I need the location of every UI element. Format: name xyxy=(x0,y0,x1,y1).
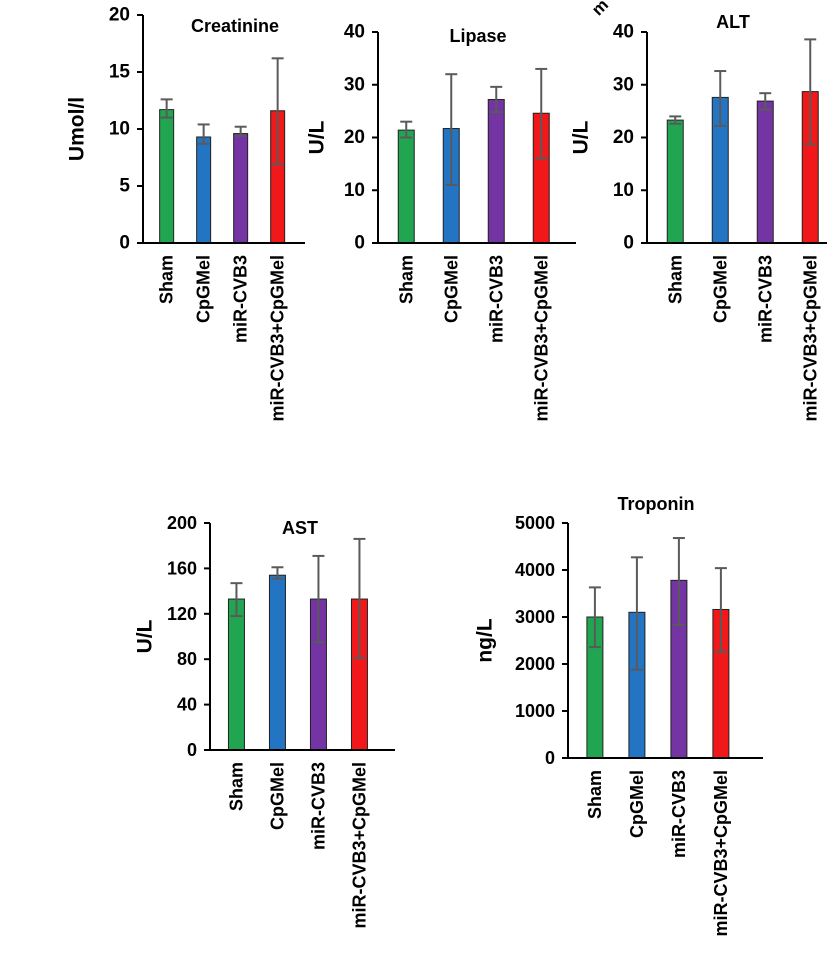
chart-creatinine-ytick-label: 15 xyxy=(109,62,131,83)
chart-alt-ytick-label: 30 xyxy=(613,74,634,95)
chart-troponin-category-label: miR-CVB3+CpGMel xyxy=(711,770,731,937)
chart-alt-ytick-label: 40 xyxy=(613,22,634,43)
chart-alt-category-label: miR-CVB3+CpGMel xyxy=(800,255,820,422)
chart-ast-category-label: Sham xyxy=(226,762,246,811)
chart-ast-category-label: CpGMel xyxy=(267,762,287,830)
chart-alt-bar xyxy=(756,100,774,244)
chart-lipase-bar xyxy=(397,129,415,244)
chart-lipase-ytick-label: 40 xyxy=(344,22,365,43)
chart-troponin-ytick-label: 2000 xyxy=(515,654,555,674)
chart-troponin-ytick-label: 0 xyxy=(545,748,555,768)
chart-ast-ytick-label: 160 xyxy=(167,558,197,578)
chart-creatinine-ytick-label: 20 xyxy=(109,5,130,26)
chart-troponin-panel: Troponin ng/L Sham CpGMel miR-CVB3 miR-CVB3+C… xyxy=(474,494,763,937)
chart-ast-ytick-label: 80 xyxy=(177,649,197,669)
chart-creatinine-category-label: Sham xyxy=(157,255,177,304)
chart-troponin-title: Troponin xyxy=(618,494,695,514)
chart-ast-category-label: miR-CVB3+CpGMel xyxy=(349,762,369,929)
chart-lipase-ytick-label: 0 xyxy=(354,233,365,254)
chart-creatinine-bar xyxy=(159,109,175,244)
chart-lipase-bar xyxy=(487,99,505,244)
chart-ast-ytick-label: 120 xyxy=(167,604,197,624)
chart-creatinine-ytick-label: 10 xyxy=(109,119,130,140)
chart-creatinine-bar xyxy=(233,133,249,244)
chart-creatinine-category-label: CpGMel xyxy=(194,255,214,323)
chart-lipase-category-label: CpGMel xyxy=(441,255,461,323)
chart-troponin-ylabel: ng/L xyxy=(474,618,497,662)
chart-troponin-ytick-label: 4000 xyxy=(515,560,555,580)
chart-lipase-ytick-label: 30 xyxy=(344,74,365,95)
chart-ast-panel: AST U/L Sham CpGMel miR-CVB3 miR-CVB3+CpGMel 0… xyxy=(134,513,395,929)
chart-ast-title: AST xyxy=(282,518,318,538)
chart-ast-category-label: miR-CVB3 xyxy=(308,762,328,850)
chart-ast-bar xyxy=(268,574,286,751)
cropped-label-fragment: m xyxy=(588,0,612,19)
chart-lipase-ytick-label: 20 xyxy=(344,127,365,148)
chart-creatinine-bar xyxy=(196,136,212,244)
chart-troponin-category-label: miR-CVB3 xyxy=(669,770,689,858)
chart-lipase-category-label: miR-CVB3 xyxy=(486,255,506,343)
chart-troponin-category-label: Sham xyxy=(585,770,605,819)
chart-alt-category-label: CpGMel xyxy=(710,255,730,323)
chart-alt-bar xyxy=(666,119,684,244)
chart-troponin-ytick-label: 1000 xyxy=(515,701,555,721)
chart-lipase-category-label: miR-CVB3+CpGMel xyxy=(531,255,551,422)
chart-creatinine-category-label: miR-CVB3+CpGMel xyxy=(268,255,288,422)
chart-alt-category-label: miR-CVB3 xyxy=(755,255,775,343)
chart-lipase-ytick-label: 10 xyxy=(344,180,365,201)
chart-lipase-panel: Lipase U/L Sham CpGMel miR-CVB3 miR-CVB3+CpGM… xyxy=(306,22,576,422)
chart-alt-ylabel: U/L xyxy=(570,120,593,154)
chart-troponin-ytick-label: 5000 xyxy=(515,513,555,533)
chart-lipase-category-label: Sham xyxy=(396,255,416,304)
chart-lipase-ylabel: U/L xyxy=(306,120,329,154)
chart-ast-ylabel: U/L xyxy=(134,619,157,653)
chart-creatinine-title: Creatinine xyxy=(191,16,279,36)
chart-lipase-title: Lipase xyxy=(449,26,506,46)
chart-ast-ytick-label: 200 xyxy=(167,513,197,533)
chart-creatinine-panel: Creatinine Umol/l Sham CpGMel miR-CVB3 miR-CV… xyxy=(66,5,305,422)
chart-creatinine-ytick-label: 0 xyxy=(119,233,130,254)
chart-troponin-ytick-label: 3000 xyxy=(515,607,555,627)
chart-alt-ytick-label: 0 xyxy=(623,233,634,254)
chart-creatinine-category-label: miR-CVB3 xyxy=(231,255,251,343)
chart-ast-bar xyxy=(227,598,245,751)
chart-alt-ytick-label: 20 xyxy=(613,127,634,148)
chart-ast-ytick-label: 0 xyxy=(187,740,197,760)
chart-ast-ytick-label: 40 xyxy=(177,695,197,715)
chart-creatinine-ytick-label: 5 xyxy=(119,176,130,197)
chart-creatinine-ylabel: Umol/l xyxy=(66,97,89,161)
chart-alt-ytick-label: 10 xyxy=(613,180,634,201)
chart-alt-category-label: Sham xyxy=(665,255,685,304)
chart-alt-title: ALT xyxy=(716,12,750,32)
chart-troponin-category-label: CpGMel xyxy=(627,770,647,838)
chart-alt-panel: ALT U/L Sham CpGMel miR-CVB3 miR-CVB3+CpGMel 0… xyxy=(570,12,827,422)
